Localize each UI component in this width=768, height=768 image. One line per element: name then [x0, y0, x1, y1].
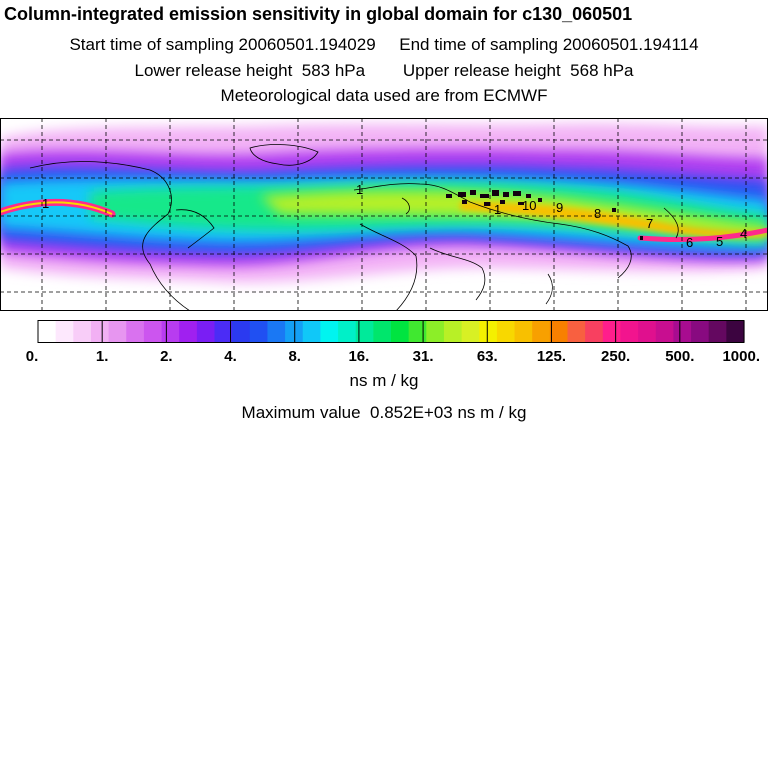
colorbar-tick-label: 16.	[348, 348, 369, 365]
colorbar-cell	[620, 321, 639, 342]
colorbar-cell	[143, 321, 163, 342]
colorbar-cell	[196, 321, 216, 342]
coastlines	[29, 144, 679, 311]
colorbar-cell	[302, 321, 321, 342]
colorbar-tick-label: 1.	[96, 348, 109, 365]
flight-track-east	[637, 227, 768, 243]
track-label: 1	[494, 202, 501, 217]
colorbar-tick-label: 63.	[477, 348, 498, 365]
colorbar: 0. 1. 2. 4. 8. 16. 31. 63. 125. 250. 500. 1000.	[26, 320, 760, 365]
colorbar-cell	[585, 321, 604, 342]
colorbar-cell	[549, 321, 569, 342]
colorbar-cell	[320, 321, 339, 342]
colorbar-cell	[108, 321, 127, 342]
colorbar-cell	[708, 321, 727, 342]
sensitivity-band-core	[460, 202, 768, 238]
colorbar-tick-label: 500.	[665, 348, 694, 365]
colorbar-cell	[391, 321, 410, 342]
colorbar-cell	[655, 321, 674, 342]
colorbar-cell	[514, 321, 533, 342]
track-label: 4	[740, 226, 747, 241]
track-label: 1	[356, 182, 363, 197]
met-data-line: Meteorological data used are from ECMWF	[220, 86, 548, 105]
track-label: 6	[686, 235, 693, 250]
colorbar-tick-label: 250.	[601, 348, 630, 365]
colorbar-cell	[496, 321, 516, 342]
colorbar-tick-label: 125.	[537, 348, 566, 365]
track-label: 7	[646, 216, 653, 231]
colorbar-cell	[673, 321, 692, 342]
maximum-value: Maximum value 0.852E+03 ns m / kg	[241, 403, 527, 422]
colorbar-tick-label: 1000.	[722, 348, 760, 365]
colorbar-cell	[232, 321, 251, 342]
track-label: 5	[716, 234, 723, 249]
colorbar-cell	[355, 321, 374, 342]
colorbar-cell	[267, 321, 286, 342]
colorbar-cell	[90, 321, 110, 342]
colorbar-cell	[602, 321, 622, 342]
track-label: 1	[42, 196, 49, 211]
colorbar-cell	[338, 321, 357, 342]
colorbar-cell	[214, 321, 233, 342]
colorbar-cell	[179, 321, 198, 342]
colorbar-cell	[126, 321, 145, 342]
colorbar-cell	[443, 321, 463, 342]
track-label: 8	[594, 206, 601, 221]
emission-sensitivity-map: 1 1 1 10 9 8 7 6 5 4	[0, 118, 768, 311]
lat-lon-grid	[0, 118, 768, 311]
colorbar-cell	[532, 321, 551, 342]
colorbar-cell	[73, 321, 92, 342]
release-height-line: Lower release height 583 hPa Upper relea…	[134, 61, 634, 80]
colorbar-tick-label: 0.	[26, 348, 39, 365]
colorbar-units: ns m / kg	[349, 371, 419, 390]
colorbar-cell	[691, 321, 710, 342]
colorbar-cell	[426, 321, 445, 342]
colorbar-cell	[567, 321, 586, 342]
colorbar-tick-label: 2.	[160, 348, 173, 365]
colorbar-cell	[408, 321, 427, 342]
colorbar-cell	[161, 321, 180, 342]
colorbar-tick-label: 4.	[224, 348, 237, 365]
colorbar-cell	[638, 321, 657, 342]
colorbar-cell	[249, 321, 269, 342]
plot-title: Column-integrated emission sensitivity i…	[4, 4, 633, 24]
colorbar-cell	[461, 321, 480, 342]
colorbar-tick-label: 31.	[413, 348, 434, 365]
sampling-time-line: Start time of sampling 20060501.194029 E…	[69, 35, 699, 54]
flight-track-west-core	[0, 201, 113, 215]
colorbar-cell	[285, 321, 304, 342]
colorbar-cell	[38, 321, 57, 342]
track-label: 9	[556, 200, 563, 215]
colorbar-cell	[479, 321, 498, 342]
colorbar-tick-label: 8.	[288, 348, 301, 365]
colorbar-cell	[726, 321, 745, 342]
colorbar-cell	[55, 321, 74, 342]
max-sensitivity-patches	[446, 190, 643, 240]
track-label: 10	[522, 198, 536, 213]
colorbar-cell	[373, 321, 392, 342]
